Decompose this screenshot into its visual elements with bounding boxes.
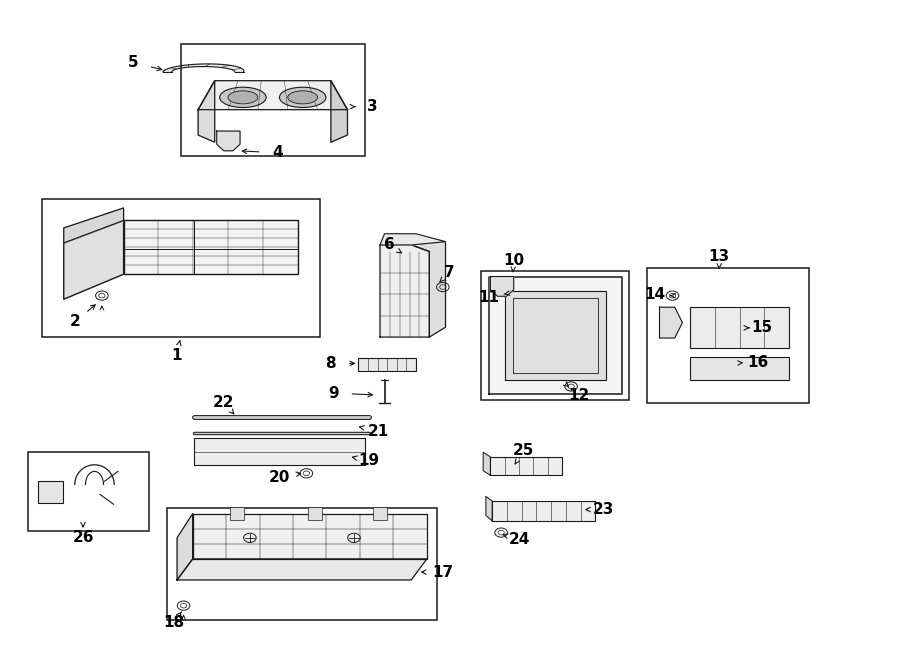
Text: 23: 23 — [593, 502, 614, 517]
Bar — [373, 507, 387, 520]
Bar — [167, 508, 436, 620]
Polygon shape — [380, 245, 429, 337]
Bar — [181, 44, 364, 156]
Text: 19: 19 — [359, 453, 380, 469]
Ellipse shape — [279, 87, 326, 108]
Text: 26: 26 — [72, 530, 94, 545]
Polygon shape — [64, 208, 123, 243]
Text: 2: 2 — [69, 315, 80, 329]
Ellipse shape — [220, 87, 266, 108]
Polygon shape — [331, 81, 347, 142]
Text: 17: 17 — [432, 564, 454, 580]
Text: 9: 9 — [328, 385, 338, 401]
Polygon shape — [380, 234, 446, 245]
Polygon shape — [193, 514, 427, 559]
Polygon shape — [483, 452, 490, 475]
Text: 21: 21 — [367, 424, 389, 439]
Text: 15: 15 — [752, 321, 773, 335]
Polygon shape — [177, 514, 193, 580]
Bar — [482, 271, 629, 400]
Text: 8: 8 — [326, 356, 336, 371]
Bar — [230, 507, 244, 520]
Bar — [690, 307, 789, 348]
Polygon shape — [64, 221, 123, 299]
Bar — [492, 501, 595, 521]
Bar — [491, 457, 562, 475]
Text: 5: 5 — [128, 55, 139, 70]
Bar — [28, 452, 149, 531]
Polygon shape — [411, 242, 446, 337]
Polygon shape — [489, 276, 622, 395]
Text: 11: 11 — [478, 290, 500, 305]
Bar — [41, 199, 320, 337]
Bar — [690, 357, 789, 380]
Polygon shape — [198, 81, 347, 110]
Text: 4: 4 — [273, 145, 283, 160]
Bar — [647, 268, 809, 403]
Text: 16: 16 — [747, 354, 769, 369]
Bar — [194, 438, 364, 465]
Polygon shape — [217, 131, 240, 151]
Text: 13: 13 — [708, 249, 730, 264]
Bar — [358, 358, 416, 371]
Polygon shape — [198, 81, 215, 142]
Text: 1: 1 — [171, 348, 182, 363]
Text: 10: 10 — [503, 253, 525, 268]
Bar — [308, 507, 322, 520]
Text: 22: 22 — [213, 395, 235, 410]
Polygon shape — [177, 559, 427, 580]
Polygon shape — [660, 307, 682, 338]
Text: 6: 6 — [383, 237, 394, 253]
Text: 24: 24 — [508, 531, 530, 547]
Text: 3: 3 — [366, 99, 377, 114]
Polygon shape — [163, 64, 244, 72]
Text: 14: 14 — [644, 288, 665, 303]
Polygon shape — [123, 221, 298, 274]
Text: 20: 20 — [269, 470, 290, 485]
Polygon shape — [486, 496, 492, 521]
Ellipse shape — [288, 91, 318, 104]
Text: 7: 7 — [444, 265, 454, 280]
Text: 25: 25 — [513, 444, 535, 459]
Polygon shape — [491, 276, 514, 296]
Text: 18: 18 — [163, 615, 184, 629]
Polygon shape — [505, 291, 607, 380]
Bar — [39, 481, 63, 502]
Ellipse shape — [228, 91, 258, 104]
Text: 12: 12 — [569, 387, 590, 403]
